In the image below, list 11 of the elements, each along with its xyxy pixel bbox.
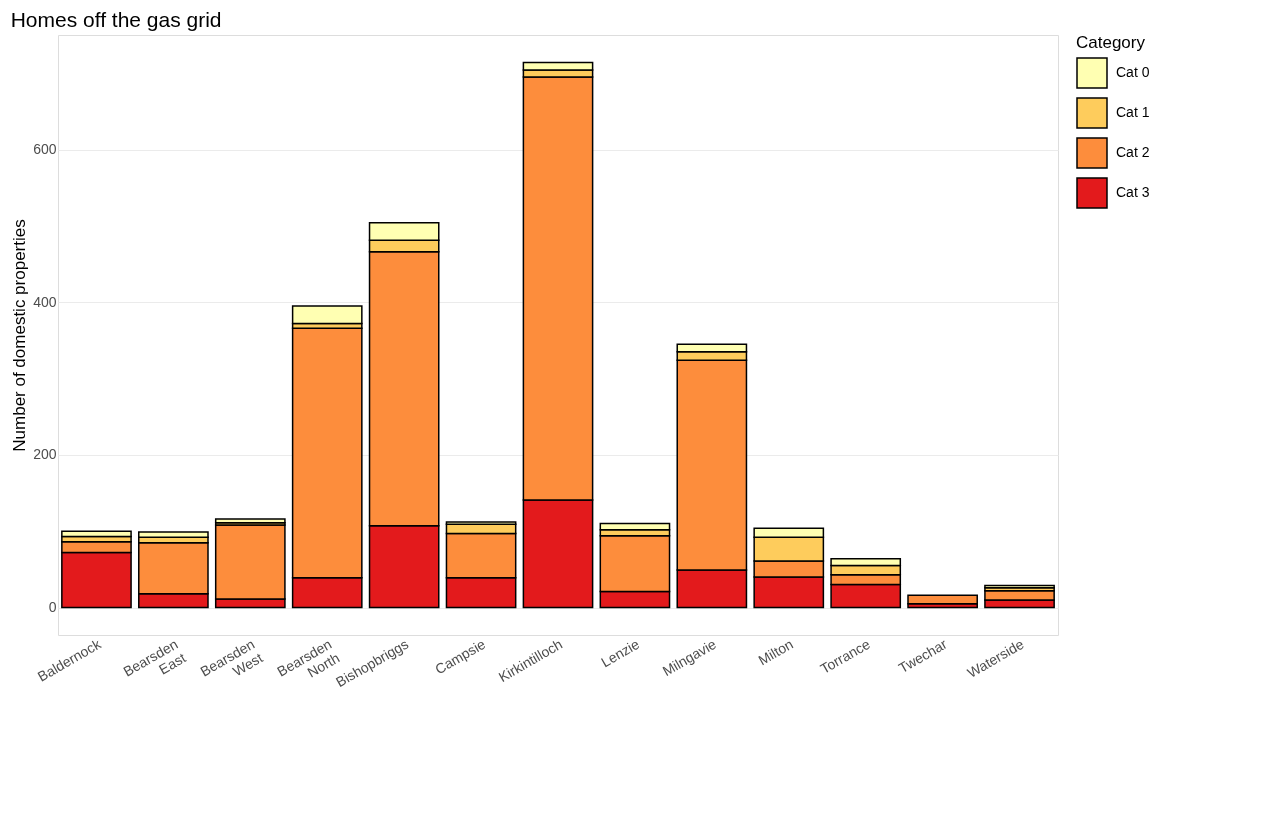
legend-label: Cat 3	[1116, 184, 1150, 200]
chart-title: Homes off the gas grid	[10, 8, 222, 31]
y-tick-label: 600	[33, 141, 57, 157]
y-tick-label: 0	[48, 599, 57, 616]
legend-label: Cat 0	[1116, 64, 1150, 80]
y-tick-label: 200	[33, 446, 57, 463]
legend-label: Cat 1	[1116, 104, 1150, 120]
y-tick-label: 400	[33, 293, 57, 310]
legend-title: Category	[1076, 33, 1146, 52]
legend-label: Cat 2	[1116, 144, 1150, 160]
y-axis-title: Number of domestic properties	[10, 219, 30, 452]
